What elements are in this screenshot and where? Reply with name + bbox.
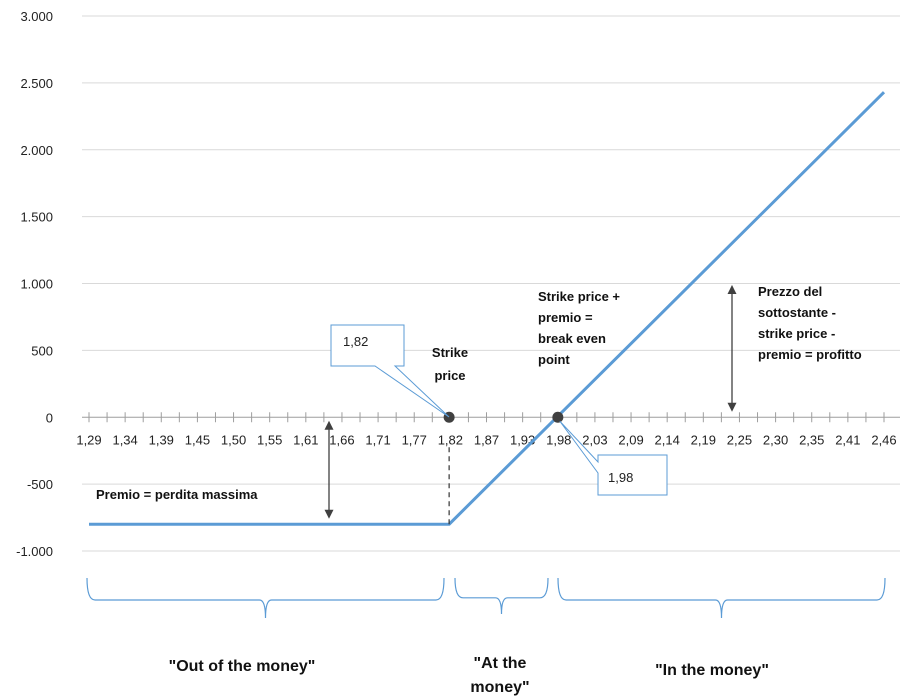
breakeven-callout-box	[559, 420, 668, 496]
brace-out-of-the-money	[86, 577, 445, 619]
gridlines	[82, 15, 900, 552]
x-tick-label: 2,30	[763, 432, 788, 447]
breakeven-annotation-line-2: premio =	[538, 310, 593, 325]
y-tick-label: 1.500	[20, 210, 53, 225]
x-tick-label: 2,19	[691, 432, 716, 447]
x-tick-label: 1,66	[329, 432, 354, 447]
x-tick-label: 1,71	[365, 432, 390, 447]
premium-annotation: Premio = perdita massima	[96, 487, 258, 502]
x-axis: 1,29 1,34 1,39 1,45 1,50 1,55 1,61 1,66 1,71 1,77…	[76, 412, 900, 447]
x-tick-label: 1,50	[221, 432, 246, 447]
y-tick-label: -500	[27, 477, 53, 492]
x-tick-label: 1,77	[402, 432, 427, 447]
region-braces: "Out of the money" "At the money" "In th…	[86, 577, 886, 696]
x-tick-label: 2,14	[655, 432, 680, 447]
y-tick-label: 2.500	[20, 76, 53, 91]
annotations: 1,82 1,98 Strike price Strike price + pr…	[96, 284, 862, 525]
brace-in-the-money	[557, 577, 886, 619]
brace-at-the-money	[454, 577, 549, 615]
region-label-in-the-money: "In the money"	[655, 662, 769, 679]
profit-annotation-line-2: sottostante -	[758, 305, 836, 320]
x-tick-label: 2,41	[835, 432, 860, 447]
strike-annotation-line-1: Strike	[432, 345, 468, 360]
profit-annotation-line-4: premio = profitto	[758, 347, 862, 362]
breakeven-annotation-line-4: point	[538, 352, 570, 367]
y-tick-label: 0	[46, 410, 53, 425]
x-tick-label: 1,93	[510, 432, 535, 447]
x-tick-label: 1,34	[112, 432, 137, 447]
x-tick-label: 2,35	[799, 432, 824, 447]
y-tick-label: 500	[31, 343, 53, 358]
x-tick-label: 1,82	[438, 432, 463, 447]
strike-annotation-line-2: price	[434, 368, 465, 383]
breakeven-annotation-line-3: break even	[538, 331, 606, 346]
region-label-out-of-the-money: "Out of the money"	[169, 658, 316, 675]
y-tick-label: 1.000	[20, 277, 53, 292]
x-tick-label: 1,29	[76, 432, 101, 447]
x-tick-label: 1,39	[149, 432, 174, 447]
y-tick-label: 3.000	[20, 9, 53, 24]
breakeven-point-marker	[552, 411, 564, 423]
profit-annotation-line-1: Prezzo del	[758, 284, 822, 299]
x-tick-label: 1,55	[257, 432, 282, 447]
x-tick-label: 2,03	[582, 432, 607, 447]
y-axis-tick-labels: 3.000 2.500 2.000 1.500 1.000 500 0 -500 -1.000	[16, 9, 53, 559]
x-tick-label: 1,61	[293, 432, 318, 447]
x-tick-label: 1,45	[185, 432, 210, 447]
x-tick-label: 2,25	[727, 432, 752, 447]
region-label-at-the-money-line-1: "At the	[474, 655, 527, 672]
profit-annotation-line-3: strike price -	[758, 326, 835, 341]
region-label-at-the-money-line-2: money"	[470, 679, 529, 696]
x-tick-label: 2,46	[871, 432, 896, 447]
x-tick-label: 2,09	[618, 432, 643, 447]
breakeven-annotation-line-1: Strike price +	[538, 289, 620, 304]
strike-callout-box	[330, 324, 450, 418]
y-tick-label: -1.000	[16, 544, 53, 559]
x-tick-label: 1,87	[474, 432, 499, 447]
y-tick-label: 2.000	[20, 143, 53, 158]
strike-callout-label: 1,82	[343, 334, 368, 349]
x-tick-label: 1,98	[546, 432, 571, 447]
breakeven-callout-label: 1,98	[608, 470, 633, 485]
